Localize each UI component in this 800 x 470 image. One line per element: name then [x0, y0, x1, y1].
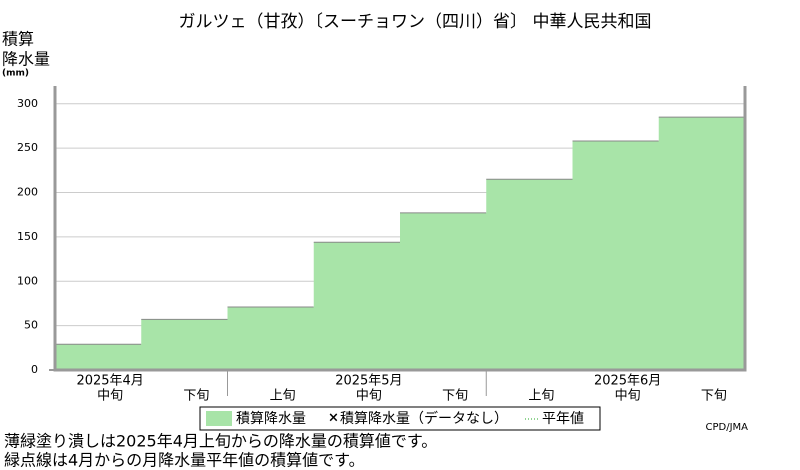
- step-bar: [658, 117, 746, 370]
- x-tick-label: 下旬: [442, 389, 468, 404]
- step-bar: [141, 319, 228, 370]
- x-tick-label: 中旬: [97, 389, 123, 404]
- y-tick-label: 100: [17, 274, 38, 287]
- x-tick-label: 下旬: [701, 389, 727, 404]
- y-tick-label: 200: [17, 186, 38, 199]
- step-bar: [227, 306, 315, 370]
- legend-marker: ×: [328, 411, 339, 426]
- group-label: 2025年5月: [335, 374, 402, 389]
- x-tick-label: 上旬: [270, 389, 296, 404]
- chart-title: ガルツェ（甘孜）〔スーチョワン（四川）省〕 中華人民共和国: [179, 12, 652, 32]
- y-tick-label: 0: [31, 363, 38, 376]
- y-label: (mm): [2, 69, 29, 79]
- x-tick-label: 上旬: [528, 389, 554, 404]
- step-bar: [313, 242, 401, 370]
- y-label: 積算: [2, 30, 34, 49]
- x-tick-label: 中旬: [356, 389, 382, 404]
- y-tick-label: 50: [24, 319, 38, 332]
- y-label: 降水量: [2, 50, 50, 69]
- x-tick-label: 中旬: [615, 389, 641, 404]
- step-bar: [55, 344, 142, 370]
- legend-box: [199, 406, 601, 431]
- legend-swatch: [206, 411, 232, 426]
- note: 薄緑塗り潰しは2025年4月上旬からの降水量の積算値です。: [4, 432, 437, 451]
- y-tick-label: 150: [17, 230, 38, 243]
- credit: CPD/JMA: [706, 422, 749, 433]
- legend-label: 平年値: [542, 411, 584, 427]
- legend-label: 積算降水量（データなし）: [340, 410, 508, 427]
- y-tick-label: 300: [17, 97, 38, 110]
- step-bar: [486, 179, 573, 370]
- group-label: 2025年6月: [594, 374, 661, 389]
- legend-label: 積算降水量: [236, 411, 306, 427]
- note: 緑点線は4月からの月降水量平年値の積算値です。: [4, 451, 365, 470]
- axis-frame: [53, 86, 747, 372]
- group-label: 2025年4月: [76, 374, 143, 389]
- step-bar: [400, 212, 487, 370]
- y-tick-label: 250: [17, 141, 38, 154]
- x-tick-label: 下旬: [183, 389, 209, 404]
- step-bar: [572, 141, 660, 370]
